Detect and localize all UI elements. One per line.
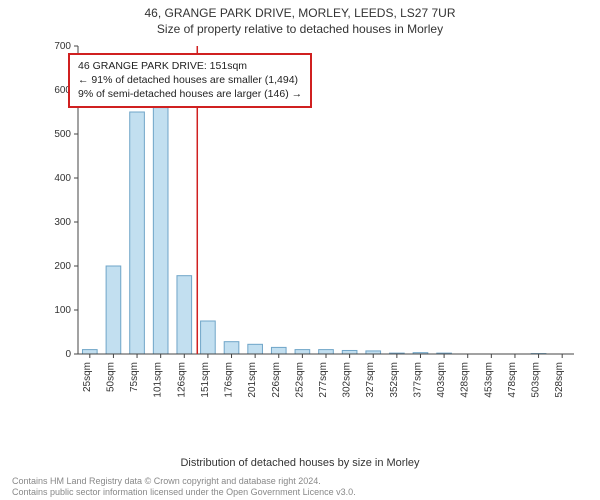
footer-line1: Contains HM Land Registry data © Crown c…	[12, 476, 356, 487]
footer: Contains HM Land Registry data © Crown c…	[12, 476, 356, 498]
svg-text:403sqm: 403sqm	[436, 362, 447, 398]
svg-text:100: 100	[54, 305, 71, 316]
svg-text:226sqm: 226sqm	[271, 362, 282, 398]
annotation-box: 46 GRANGE PARK DRIVE: 151sqm ← 91% of de…	[68, 53, 312, 108]
svg-text:50sqm: 50sqm	[105, 362, 116, 392]
svg-text:277sqm: 277sqm	[318, 362, 329, 398]
annotation-line2: ← 91% of detached houses are smaller (1,…	[78, 73, 302, 87]
svg-text:400: 400	[54, 173, 71, 184]
x-axis-label: Distribution of detached houses by size …	[0, 457, 600, 469]
svg-text:151sqm: 151sqm	[200, 362, 211, 398]
footer-line2: Contains public sector information licen…	[12, 487, 356, 498]
svg-text:101sqm: 101sqm	[153, 362, 164, 398]
svg-text:528sqm: 528sqm	[554, 362, 565, 398]
svg-text:201sqm: 201sqm	[247, 362, 258, 398]
annotation-line1: 46 GRANGE PARK DRIVE: 151sqm	[78, 59, 302, 73]
svg-text:377sqm: 377sqm	[412, 362, 423, 398]
svg-text:176sqm: 176sqm	[224, 362, 235, 398]
annotation-line3: 9% of semi-detached houses are larger (1…	[78, 87, 302, 101]
svg-text:126sqm: 126sqm	[176, 362, 187, 398]
svg-text:327sqm: 327sqm	[365, 362, 376, 398]
svg-text:252sqm: 252sqm	[294, 362, 305, 398]
chart-title-line2: Size of property relative to detached ho…	[0, 22, 600, 36]
svg-text:75sqm: 75sqm	[129, 362, 140, 392]
svg-text:500: 500	[54, 129, 71, 140]
svg-text:302sqm: 302sqm	[342, 362, 353, 398]
svg-text:300: 300	[54, 217, 71, 228]
svg-text:428sqm: 428sqm	[460, 362, 471, 398]
svg-text:700: 700	[54, 41, 71, 52]
svg-text:0: 0	[65, 349, 71, 360]
svg-text:453sqm: 453sqm	[483, 362, 494, 398]
svg-text:200: 200	[54, 261, 71, 272]
svg-text:352sqm: 352sqm	[389, 362, 400, 398]
chart-title-line1: 46, GRANGE PARK DRIVE, MORLEY, LEEDS, LS…	[0, 6, 600, 20]
svg-text:503sqm: 503sqm	[531, 362, 542, 398]
svg-text:25sqm: 25sqm	[82, 362, 93, 392]
svg-text:478sqm: 478sqm	[507, 362, 518, 398]
